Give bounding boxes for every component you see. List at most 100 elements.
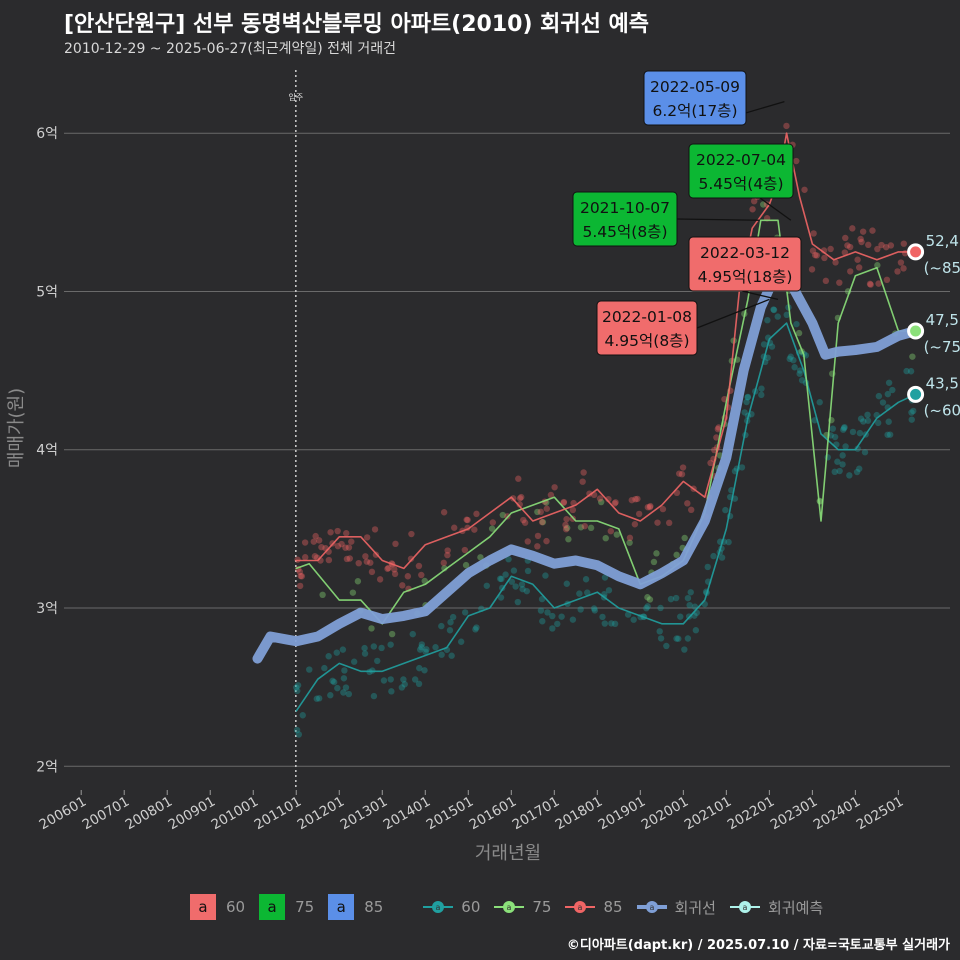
scatter-point-60: [416, 664, 423, 672]
scatter-point-60: [432, 644, 439, 651]
scatter-point-60: [744, 394, 751, 401]
scatter-point-60: [418, 641, 426, 648]
scatter-point-60: [418, 643, 425, 651]
scatter-point-60: [544, 609, 551, 616]
scatter-point-85: [688, 506, 695, 514]
x-tick-label: 202101: [682, 794, 735, 834]
end-marker: [907, 322, 925, 340]
scatter-point-60: [681, 646, 688, 653]
scatter-point-60: [672, 594, 680, 602]
scatter-point-60: [461, 609, 469, 616]
x-tick-label: 201001: [209, 794, 262, 834]
scatter-point-60: [558, 613, 565, 620]
scatter-point-85: [404, 573, 412, 580]
legend-key-glyph: a: [259, 894, 286, 920]
scatter-point-60: [325, 653, 332, 660]
scatter-point-60: [657, 604, 664, 612]
scatter-point-85: [538, 518, 546, 526]
x-tick-label: 200601: [37, 794, 90, 834]
scatter-point-85: [301, 539, 309, 546]
scatter-point-85: [315, 537, 323, 544]
callout-date: 2022-07-04: [696, 151, 786, 169]
legend-key-label: 60: [226, 898, 246, 916]
scatter-point-85: [665, 519, 673, 527]
scatter-point-60: [796, 370, 803, 377]
scatter-point-60: [582, 576, 590, 583]
scatter-point-60: [839, 452, 846, 459]
legend-line-75-icon: a: [494, 901, 525, 913]
scatter-point-85: [463, 516, 470, 523]
scatter-point-75: [477, 554, 484, 561]
scatter-point-85: [334, 527, 341, 535]
scatter-point-85: [444, 547, 451, 554]
scatter-point-60: [667, 595, 675, 603]
legend-key-glyph: a: [328, 894, 355, 920]
scatter-point-60: [505, 556, 512, 563]
svg-text:a: a: [578, 903, 583, 912]
scatter-point-60: [411, 676, 419, 683]
scatter-point-85: [634, 495, 641, 503]
scatter-point-60: [400, 676, 407, 683]
annotations: 입주 52,486 (~85㎡) 47,500 (~75㎡) 43,522 (~60㎡) 20…: [288, 70, 960, 419]
scatter-point-60: [398, 684, 406, 691]
scatter-point-75: [874, 262, 881, 269]
legend-line-85-icon: a: [565, 901, 596, 913]
scatter-point-85: [676, 470, 683, 477]
scatter-point-60: [340, 675, 348, 682]
legend-line-label: 85: [603, 898, 623, 916]
scatter-point-85: [464, 516, 471, 524]
scatter-point-75: [388, 630, 396, 638]
legend-line-75: a 75: [494, 896, 551, 918]
callout-date: 2021-10-07: [580, 199, 670, 217]
end-size-label: (~85㎡): [924, 259, 960, 277]
scatter-point-85: [516, 495, 524, 502]
x-tick-label: 201101: [252, 794, 305, 834]
scatter-point-60: [829, 425, 836, 432]
callout-price: 6.2억(17층): [653, 102, 738, 120]
callout-box: [643, 70, 747, 126]
scatter-point-85: [822, 277, 830, 285]
scatter-point-85: [612, 499, 619, 506]
scatter-point-75: [626, 539, 633, 546]
legend: a 60 a 75 a 85 a 60 a 75 a 85 a 회귀선 a 회귀…: [190, 893, 837, 921]
scatter-point-85: [859, 228, 867, 235]
scatter-point-85: [581, 522, 588, 530]
legend-key-label: 85: [364, 898, 384, 916]
legend-line-85: a 85: [565, 896, 623, 918]
scatter-point-85: [783, 122, 790, 130]
scatter-point-85: [809, 247, 817, 254]
scatter-point-85: [628, 496, 636, 504]
scatter-point-75: [534, 508, 541, 516]
scatter-point-85: [489, 519, 497, 526]
scatter-point-60: [608, 620, 615, 627]
scatter-point-85: [801, 186, 808, 193]
scatter-point-85: [811, 251, 819, 259]
scatter-point-60: [677, 613, 684, 620]
scatter-point-85: [715, 424, 722, 431]
scatter-point-85: [345, 544, 353, 551]
scatter-point-85: [547, 491, 555, 499]
scatter-point-60: [758, 391, 765, 399]
end-value-label: 43,522: [926, 374, 960, 392]
scatter-point-85: [363, 558, 371, 565]
scatter-point-60: [824, 454, 831, 461]
scatter-point-85: [520, 516, 527, 524]
scatter-point-60: [783, 311, 790, 319]
scatter-point-60: [423, 646, 430, 653]
scatter-point-60: [741, 409, 748, 416]
scatter-point-60: [599, 613, 606, 621]
scatter-point-75: [597, 498, 605, 506]
scatter-point-60: [601, 620, 608, 627]
scatter-point-60: [908, 409, 915, 416]
scatter-point-60: [498, 575, 505, 583]
scatter-point-60: [879, 399, 887, 406]
scatter-point-60: [842, 443, 849, 450]
scatter-point-60: [687, 589, 694, 596]
scatter-point-60: [299, 712, 306, 719]
scatter-point-85: [684, 500, 691, 507]
scatter-point-85: [887, 242, 895, 249]
scatter-point-85: [869, 227, 876, 234]
scatter-point-85: [832, 259, 839, 266]
scatter-point-60: [370, 692, 378, 700]
scatter-point-75: [499, 511, 506, 519]
